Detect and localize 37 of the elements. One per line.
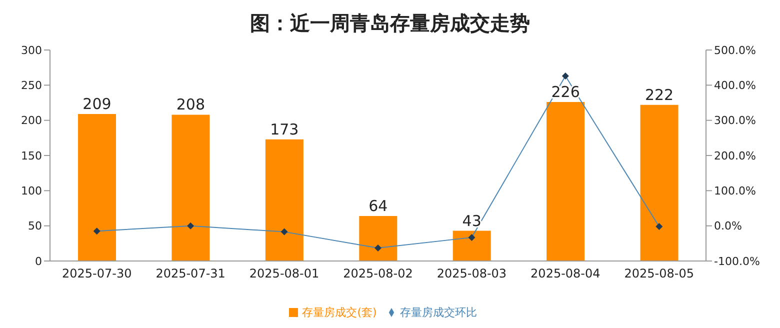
data-label: 43 — [462, 212, 482, 230]
bar — [640, 104, 678, 261]
y2-tick-label: 200.0% — [714, 149, 756, 162]
y-tick-label: 100 — [21, 184, 42, 198]
bar — [265, 139, 304, 261]
y-tick-label: 300 — [21, 44, 42, 57]
y-tick-label: 150 — [21, 149, 42, 162]
y2-tick-label: -100.0% — [714, 254, 760, 268]
data-label: 173 — [270, 120, 299, 138]
bar — [546, 102, 585, 261]
x-tick-label: 2025-08-05 — [624, 266, 694, 281]
legend-label: 存量房成交环比 — [400, 306, 477, 319]
data-label: 208 — [176, 96, 206, 114]
y-tick-label: 250 — [21, 79, 42, 92]
x-tick-label: 2025-07-31 — [156, 266, 226, 281]
x-tick-label: 2025-07-30 — [62, 266, 132, 281]
y2-tick-label: 500.0% — [714, 44, 756, 57]
y2-tick-label: 0.0% — [714, 220, 742, 233]
y2-tick-label: 100.0% — [714, 184, 756, 198]
x-tick-label: 2025-08-01 — [249, 266, 320, 281]
y-tick-label: 50 — [28, 220, 42, 233]
data-label: 209 — [82, 95, 112, 114]
bar — [172, 114, 210, 261]
y2-tick-label: 400.0% — [714, 79, 756, 92]
y-tick-label: 0 — [35, 254, 42, 268]
y-tick-label: 200 — [21, 114, 42, 128]
y2-tick-label: 300.0% — [714, 114, 756, 128]
x-tick-label: 2025-08-02 — [343, 266, 413, 281]
x-tick-label: 2025-08-04 — [530, 266, 600, 281]
data-label: 64 — [368, 196, 388, 215]
data-label: 222 — [644, 86, 674, 104]
bar — [452, 230, 491, 261]
bar — [359, 216, 398, 261]
legend-label: 存量房成交(套) — [302, 306, 377, 319]
x-tick-label: 2025-08-03 — [436, 266, 507, 281]
bar — [78, 114, 116, 261]
chart-title: 图：近一周青岛存量房成交走势 — [249, 10, 531, 37]
